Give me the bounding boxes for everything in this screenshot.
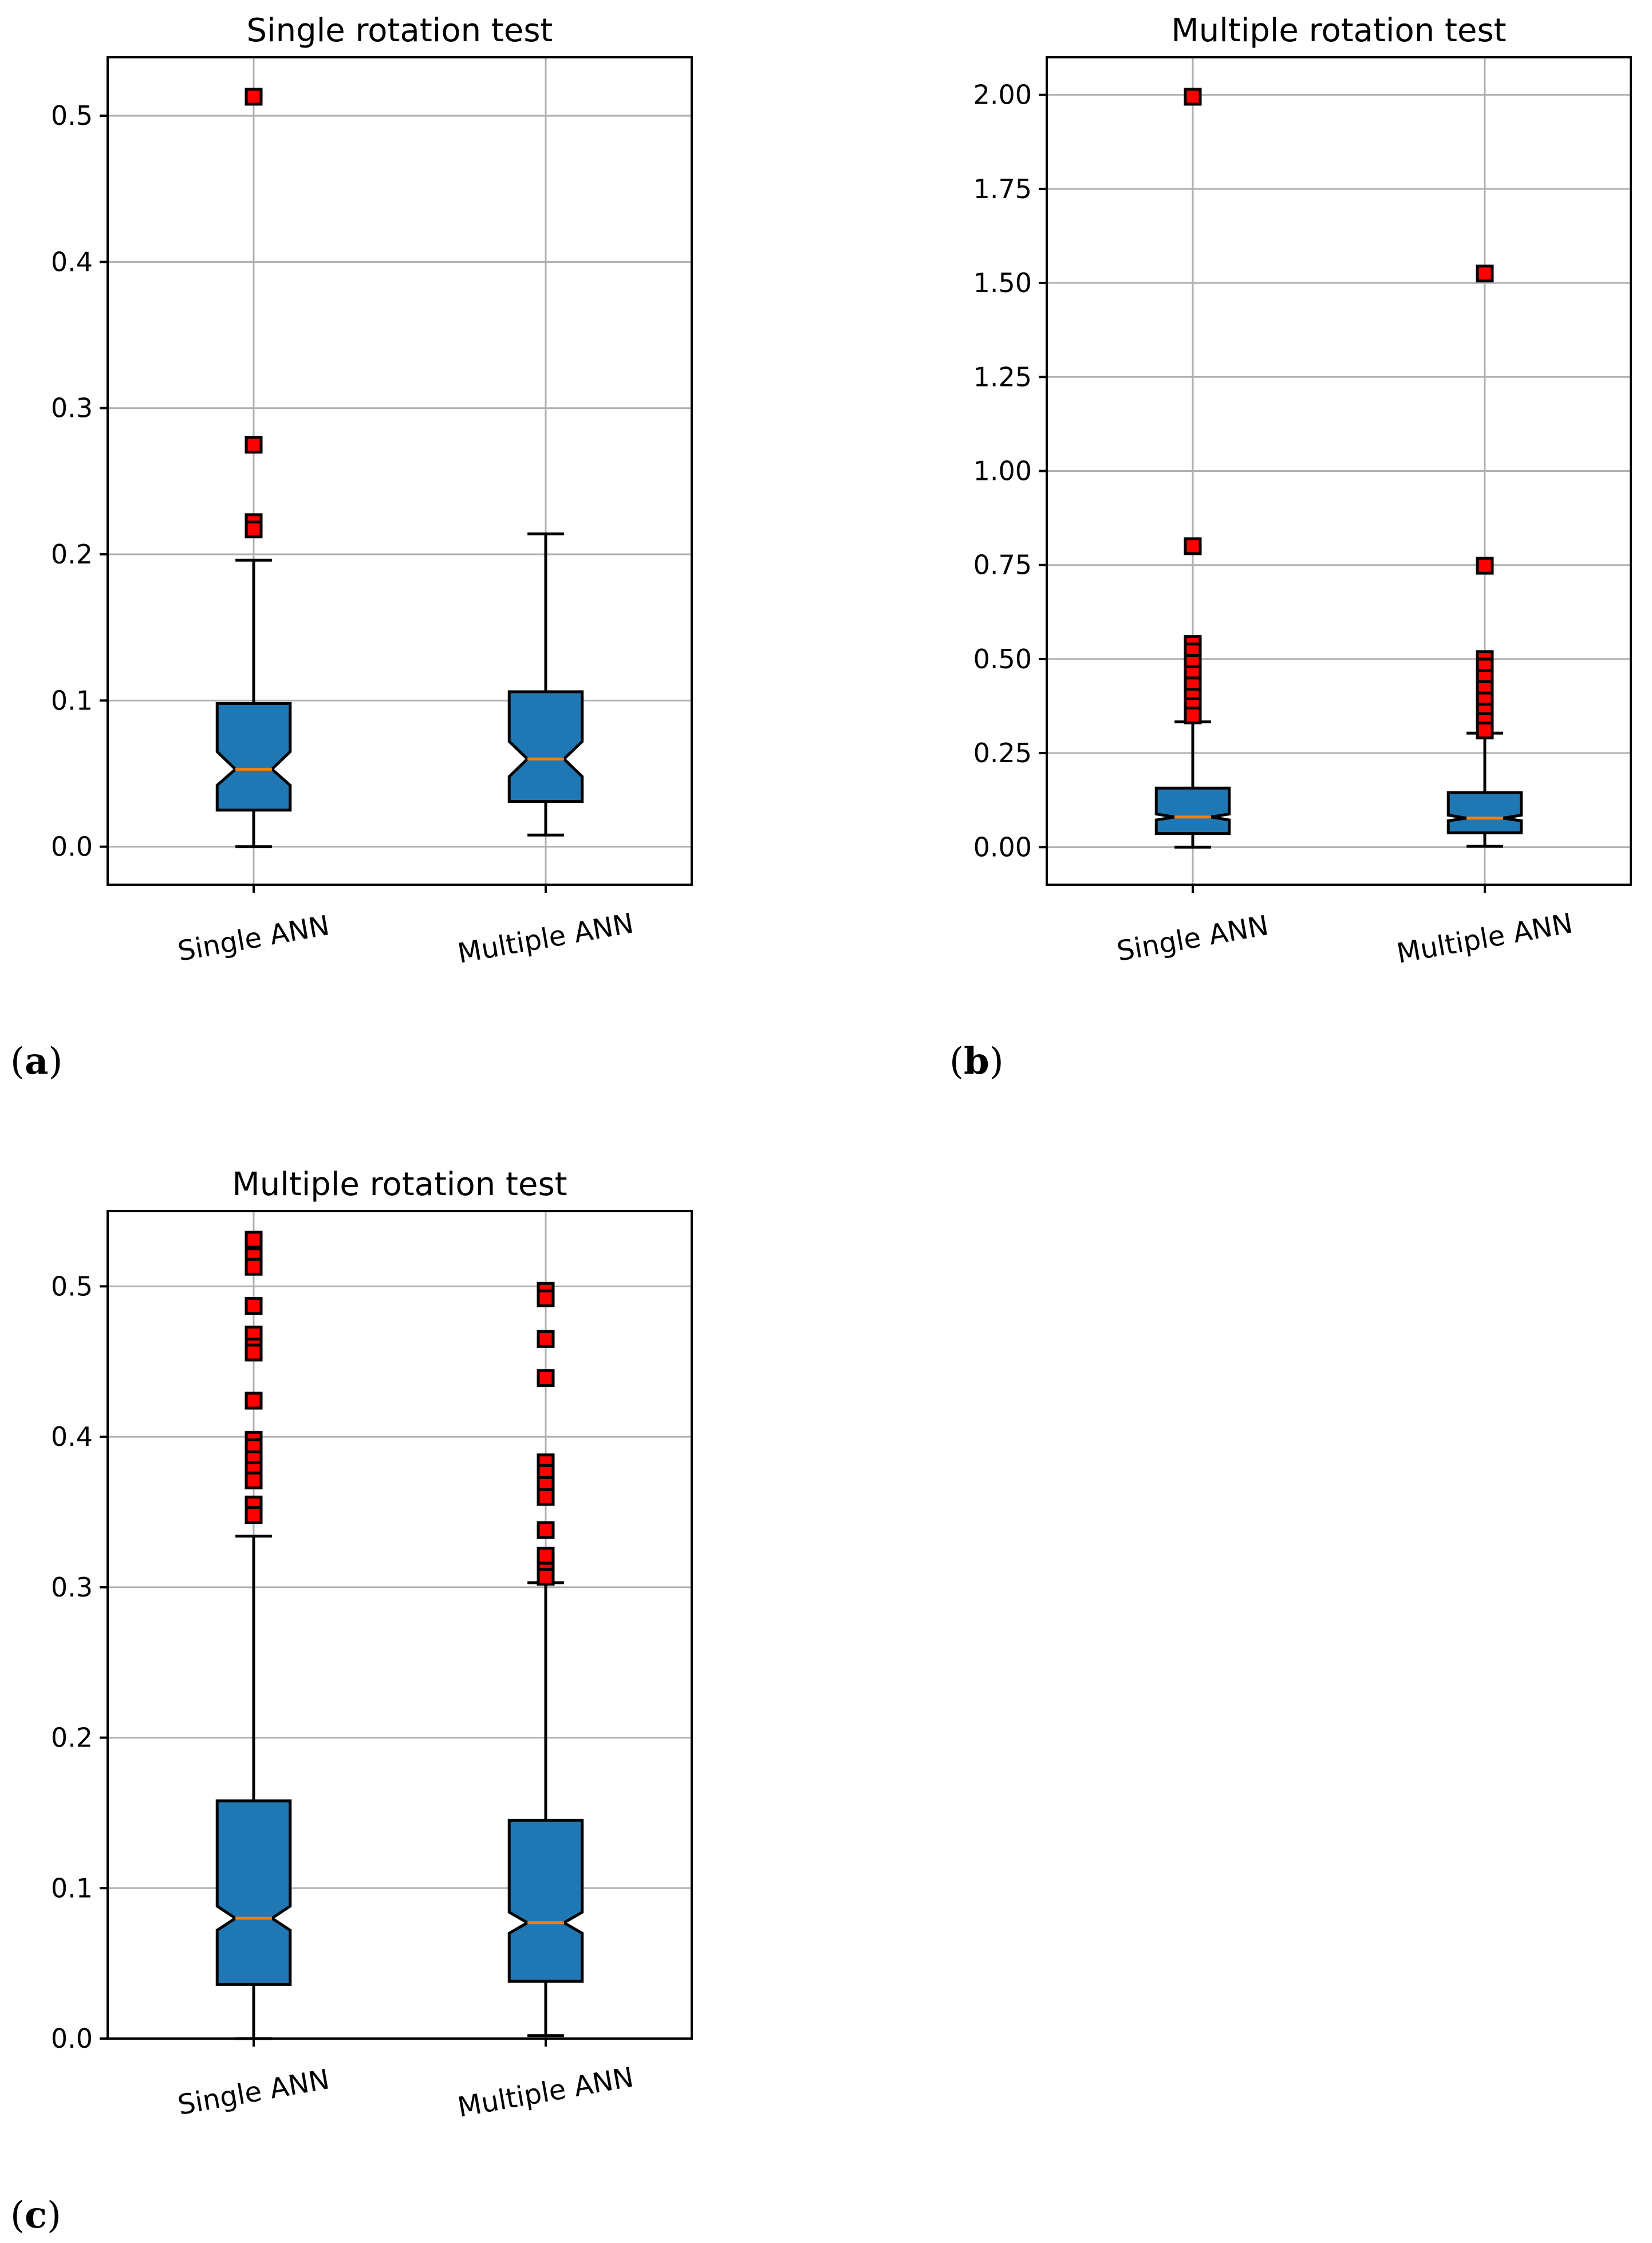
- outlier-marker: [537, 1567, 555, 1586]
- outlier-marker: [245, 1258, 263, 1276]
- outlier-marker: [1476, 265, 1494, 283]
- chart-title: Single rotation test: [247, 12, 553, 49]
- y-tick-label: 0.4: [51, 246, 93, 277]
- y-tick-label: 1.50: [973, 267, 1032, 298]
- outlier-marker: [245, 1391, 263, 1410]
- axes-frame: [107, 56, 693, 886]
- y-tick-label: 2.00: [973, 80, 1032, 111]
- outlier-marker: [537, 1521, 555, 1539]
- box-single-ann: [215, 701, 292, 812]
- outlier-marker: [1476, 722, 1494, 740]
- x-tick-label: Multiple ANN: [1394, 907, 1575, 969]
- panel-label-a: (a): [10, 1040, 62, 1083]
- y-tick-label: 0.1: [51, 1873, 93, 1903]
- box-single-ann: [215, 1799, 292, 1986]
- y-tick-label: 0.0: [51, 2023, 93, 2054]
- outlier-marker: [1184, 706, 1202, 724]
- box-multiple-ann: [507, 1819, 584, 1983]
- outlier-marker: [537, 1547, 555, 1565]
- x-tick-label: Single ANN: [175, 2063, 332, 2122]
- panel-label-b: (b): [949, 1040, 1004, 1083]
- y-tick-label: 0.5: [51, 1271, 93, 1302]
- y-tick-label: 0.2: [51, 1722, 93, 1753]
- outlier-marker: [245, 436, 263, 454]
- x-tick-label: Single ANN: [175, 909, 332, 968]
- y-tick-label: 0.1: [51, 685, 93, 716]
- chart-title: Multiple rotation test: [232, 1166, 567, 1203]
- outlier-marker: [245, 1297, 263, 1315]
- box-multiple-ann: [507, 690, 584, 803]
- outlier-marker: [537, 1369, 555, 1387]
- outlier-marker: [537, 1488, 555, 1506]
- y-tick-label: 0.50: [973, 644, 1032, 675]
- y-tick-label: 0.3: [51, 1572, 93, 1603]
- panel-b-chart: 0.00 0.25 0.50 0.75 1.00 1.25 1.50 1.75 2.00 Sing…: [973, 12, 1632, 970]
- outlier-marker: [1184, 537, 1202, 555]
- y-tick-label: 1.25: [973, 361, 1032, 392]
- y-tick-label: 0.4: [51, 1421, 93, 1452]
- outlier-marker: [245, 1343, 263, 1362]
- panel-a-chart: 0.0 0.1 0.2 0.3 0.4 0.5 Single ANN Multiple ANN…: [51, 12, 693, 970]
- outlier-marker: [1184, 88, 1202, 106]
- y-tick-label: 0.0: [51, 831, 93, 862]
- y-tick-label: 0.75: [973, 550, 1032, 581]
- axes-frame: [107, 1210, 693, 2040]
- outlier-marker: [245, 521, 263, 539]
- x-tick-label: Multiple ANN: [455, 907, 636, 969]
- y-tick-label: 0.25: [973, 738, 1032, 768]
- x-tick-label: Multiple ANN: [455, 2061, 636, 2123]
- y-tick-label: 0.2: [51, 539, 93, 570]
- outlier-marker: [1476, 557, 1494, 575]
- y-tick-label: 0.3: [51, 393, 93, 424]
- outlier-marker: [245, 1231, 263, 1249]
- panel-c-chart: 0.0 0.1 0.2 0.3 0.4 0.5 Single ANN Multiple ANN…: [51, 1166, 693, 2124]
- outlier-marker: [537, 1289, 555, 1307]
- y-tick-label: 1.00: [973, 456, 1032, 487]
- outlier-marker: [245, 1471, 263, 1489]
- box-single-ann: [1154, 786, 1231, 835]
- x-tick-label: Single ANN: [1114, 909, 1271, 968]
- y-tick-label: 0.5: [51, 100, 93, 131]
- box-multiple-ann: [1446, 791, 1523, 834]
- panel-label-c: (c): [10, 2194, 61, 2237]
- chart-title: Multiple rotation test: [1171, 12, 1506, 49]
- y-tick-label: 0.00: [973, 831, 1032, 862]
- outlier-marker: [537, 1330, 555, 1348]
- outlier-marker: [245, 1506, 263, 1524]
- y-tick-label: 1.75: [973, 174, 1032, 204]
- outlier-marker: [245, 88, 263, 106]
